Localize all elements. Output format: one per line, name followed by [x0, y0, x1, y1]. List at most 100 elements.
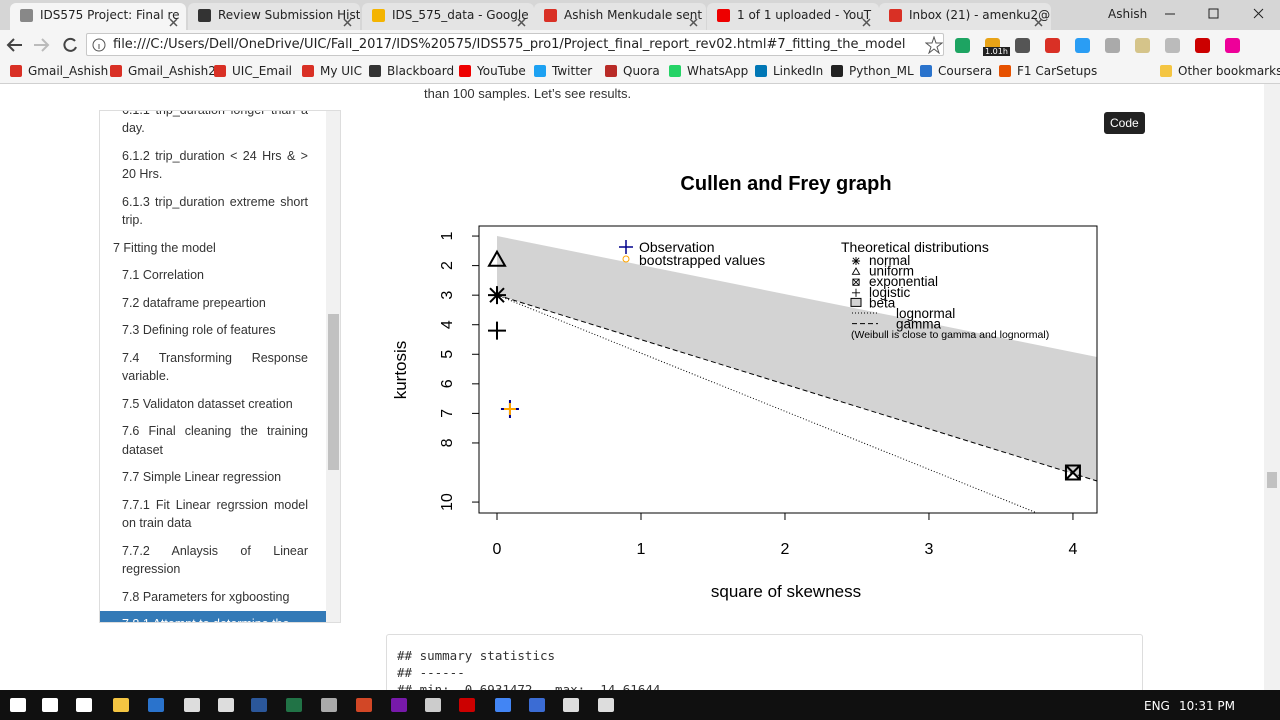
extension-icon[interactable] — [955, 38, 970, 53]
code-button[interactable]: Code — [1104, 112, 1145, 134]
tab[interactable]: 1 of 1 uploaded - YouT — [707, 3, 879, 30]
bookmark[interactable]: LinkedIn — [755, 64, 823, 78]
bookmark[interactable]: Gmail_Ashish2 — [110, 64, 216, 78]
toc-link[interactable]: 7.7.1 Fit Linear regrssion model on trai… — [122, 497, 308, 531]
taskbar-icon[interactable] — [563, 698, 579, 712]
tab[interactable]: Review Submission Hist — [188, 3, 360, 30]
bookmark[interactable]: Gmail_Ashish — [10, 64, 108, 78]
tab[interactable]: Inbox (21) - amenku2@ — [879, 3, 1051, 30]
taskbar-icon[interactable] — [286, 698, 302, 712]
toc-item[interactable]: 7.7 Simple Linear regression — [100, 464, 328, 492]
taskbar-icon[interactable] — [356, 698, 372, 712]
taskbar-icon[interactable] — [459, 698, 475, 712]
toc-item[interactable]: 7.7.1 Fit Linear regrssion model on trai… — [100, 491, 328, 537]
tab-close[interactable] — [689, 11, 698, 30]
toc-link[interactable]: 7.6 Final cleaning the training dataset — [122, 424, 308, 457]
taskbar-icon[interactable] — [42, 698, 58, 712]
y-tick-label: 3 — [439, 291, 456, 300]
bookmark[interactable]: My UIC — [302, 64, 362, 78]
bookmark[interactable]: Coursera — [920, 64, 992, 78]
toc-item[interactable]: 7.8.1 Attempt to determine the — [100, 610, 328, 622]
taskbar-icon[interactable] — [113, 698, 129, 712]
tab[interactable]: IDS_575_data - Google — [362, 3, 534, 30]
forward-button[interactable] — [34, 38, 50, 52]
bookmark[interactable]: YouTube — [459, 64, 526, 78]
toc-item[interactable]: 7.1 Correlation — [100, 262, 328, 290]
toc-link[interactable]: 7.5 Validaton datasset creation — [122, 396, 293, 411]
taskbar-icon[interactable] — [218, 698, 234, 712]
taskbar-icon[interactable] — [76, 698, 92, 712]
taskbar-icon[interactable] — [10, 698, 26, 712]
toc-item[interactable]: 6.1.3 trip_duration extreme short trip. — [100, 188, 328, 234]
toc-item[interactable]: 6.1.1 trip_duration longer than a day. — [100, 111, 328, 142]
bookmark[interactable]: Quora — [605, 64, 660, 78]
toc-item[interactable]: 6.1.2 trip_duration < 24 Hrs & > 20 Hrs. — [100, 142, 328, 188]
bookmark[interactable]: Blackboard — [369, 64, 454, 78]
tab[interactable]: IDS575 Project: Final re — [10, 3, 186, 30]
language[interactable]: ENG — [1144, 699, 1170, 713]
toc-item[interactable]: 7.4 Transforming Response variable. — [100, 344, 328, 390]
tab-close[interactable] — [169, 11, 178, 30]
legend-symbol — [851, 256, 861, 266]
toc-link[interactable]: 7.4 Transforming Response variable. — [122, 350, 308, 384]
extension-icon[interactable] — [1225, 38, 1240, 53]
bookmark[interactable]: UIC_Email — [214, 64, 292, 78]
toc-item[interactable]: 7.2 dataframe prepeartion — [100, 289, 328, 317]
restore[interactable] — [1208, 8, 1219, 19]
toc-link[interactable]: 6.1.2 trip_duration < 24 Hrs & > 20 Hrs. — [122, 148, 308, 182]
taskbar-icon[interactable] — [184, 698, 200, 712]
tab-close[interactable] — [343, 11, 352, 30]
taskbar-icon[interactable] — [148, 698, 164, 712]
bookmark[interactable]: Twitter — [534, 64, 592, 78]
tab-close[interactable] — [517, 11, 526, 30]
close[interactable] — [1253, 8, 1264, 19]
page-scrollbar[interactable] — [1264, 84, 1280, 690]
taskbar-icon[interactable] — [251, 698, 267, 712]
toc-link[interactable]: 7.7 Simple Linear regression — [122, 470, 282, 484]
toc-item[interactable]: 7 Fitting the model — [100, 234, 328, 262]
toc-item[interactable]: 7.8 Parameters for xgboosting — [100, 583, 328, 611]
extension-icon[interactable] — [1195, 38, 1210, 53]
back-button[interactable] — [6, 38, 22, 52]
toc-item[interactable]: 7.6 Final cleaning the training dataset — [100, 418, 328, 464]
page-scroll-thumb[interactable] — [1267, 472, 1277, 488]
bookmark[interactable]: WhatsApp — [669, 64, 748, 78]
other-bookmarks[interactable]: Other bookmarks — [1160, 64, 1280, 78]
extension-icon[interactable] — [1045, 38, 1060, 53]
taskbar-icon[interactable] — [598, 698, 614, 712]
taskbar-icon[interactable] — [425, 698, 441, 712]
toc-link[interactable]: 7.8 Parameters for xgboosting — [122, 589, 290, 604]
tab-close[interactable] — [862, 11, 871, 30]
tab-close[interactable] — [1034, 11, 1043, 30]
address-bar[interactable]: file:///C:/Users/Dell/OneDrive/UIC/Fall_… — [86, 33, 944, 56]
clock[interactable]: 10:31 PM — [1179, 699, 1235, 713]
taskbar-icon[interactable] — [495, 698, 511, 712]
toc-scroll-thumb[interactable] — [328, 314, 339, 470]
bookmark[interactable]: Python_ML — [831, 64, 914, 78]
extension-icon[interactable] — [1105, 38, 1120, 53]
extension-icon[interactable] — [1015, 38, 1030, 53]
toc-link[interactable]: 7.7.2 Anlaysis of Linear regression — [122, 543, 308, 577]
page-info-icon[interactable] — [92, 38, 106, 52]
taskbar-icon[interactable] — [391, 698, 407, 712]
extension-icon[interactable] — [1075, 38, 1090, 53]
extension-icon[interactable] — [1135, 38, 1150, 53]
toc-link[interactable]: 6.1.3 trip_duration extreme short trip. — [122, 194, 308, 228]
reload-button[interactable] — [63, 37, 77, 52]
toc-link[interactable]: 7.1 Correlation — [122, 268, 204, 282]
taskbar-icon[interactable] — [321, 698, 337, 712]
toc-link[interactable]: 7.2 dataframe prepeartion — [122, 295, 266, 310]
toc-item[interactable]: 7.5 Validaton datasset creation — [100, 390, 328, 418]
bookmark[interactable]: F1 CarSetups — [999, 64, 1097, 78]
bookmark-star[interactable] — [925, 36, 943, 54]
toc-link[interactable]: 6.1.1 trip_duration longer than a day. — [122, 111, 308, 135]
toc-link[interactable]: 7.3 Defining role of features — [122, 323, 276, 337]
toc-item[interactable]: 7.7.2 Anlaysis of Linear regression — [100, 537, 328, 583]
tab[interactable]: Ashish Menkudale sent — [534, 3, 706, 30]
toc-link[interactable]: 7.8.1 Attempt to determine the — [122, 617, 289, 622]
extension-icon[interactable] — [1165, 38, 1180, 53]
taskbar-icon[interactable] — [529, 698, 545, 712]
toc-link[interactable]: 7 Fitting the model — [113, 240, 216, 255]
toc-item[interactable]: 7.3 Defining role of features — [100, 317, 328, 345]
profile-name[interactable]: Ashish — [1108, 7, 1148, 21]
